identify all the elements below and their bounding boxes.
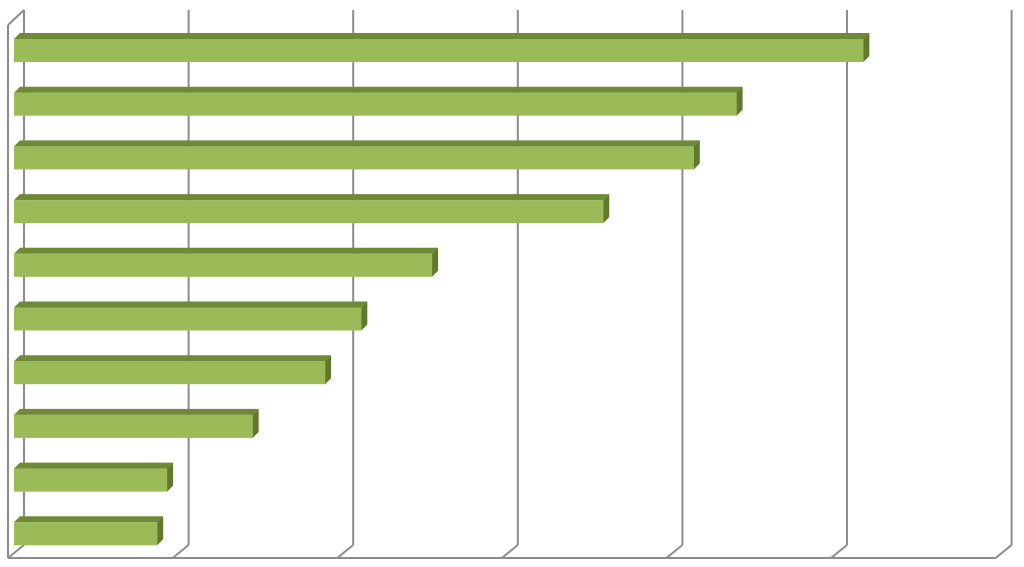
- bar-side-face: [603, 194, 610, 224]
- bar-front-face: [14, 200, 604, 224]
- bar-top-face: [14, 86, 743, 93]
- bar-top-face: [14, 516, 164, 523]
- bar-side-face: [252, 408, 259, 438]
- bar-side-face: [432, 247, 439, 277]
- bar-front-face: [14, 522, 158, 546]
- bar-7: [14, 355, 332, 385]
- floor-gridline-0: [7, 544, 25, 559]
- bar-2: [14, 86, 743, 116]
- floor-gridline-6: [994, 544, 1013, 559]
- bar-front-face: [14, 146, 694, 170]
- bar-9: [14, 462, 174, 492]
- bar-6: [14, 301, 368, 331]
- floor-gridline-2: [336, 544, 354, 559]
- bar-top-face: [14, 301, 368, 308]
- floor-gridline-5: [830, 544, 848, 559]
- bar-4: [14, 194, 610, 224]
- bar-side-face: [361, 301, 368, 331]
- floor-gridline-1: [171, 544, 190, 559]
- floor-gridline-4: [665, 544, 684, 559]
- bar-side-face: [167, 462, 174, 492]
- bar-front-face: [14, 39, 864, 62]
- bar-side-face: [693, 140, 700, 170]
- bar-side-face: [157, 516, 164, 546]
- bar-top-face: [14, 355, 332, 362]
- bar-side-face: [736, 86, 743, 116]
- bar-top-face: [14, 33, 870, 39]
- bar-front-face: [14, 307, 362, 331]
- bar-front-face: [14, 253, 433, 277]
- bar-side-face: [863, 33, 870, 62]
- bar-front-face: [14, 361, 326, 385]
- wall-edge: [7, 9, 25, 26]
- bar-front-face: [14, 92, 737, 116]
- bar-3: [14, 140, 700, 170]
- bar-5: [14, 247, 439, 277]
- bar-side-face: [325, 355, 332, 385]
- floor-gridline-3: [501, 544, 519, 559]
- bar-top-face: [14, 194, 610, 201]
- bar-top-face: [14, 408, 259, 415]
- bar-front-face: [14, 414, 253, 438]
- bar-top-face: [14, 247, 439, 254]
- bar-10: [14, 516, 164, 546]
- bar-top-face: [14, 140, 700, 147]
- bar-top-face: [14, 462, 174, 469]
- bar-front-face: [14, 468, 168, 492]
- bar-8: [14, 408, 259, 438]
- chart-bars: [14, 33, 870, 546]
- bar-1: [14, 33, 870, 62]
